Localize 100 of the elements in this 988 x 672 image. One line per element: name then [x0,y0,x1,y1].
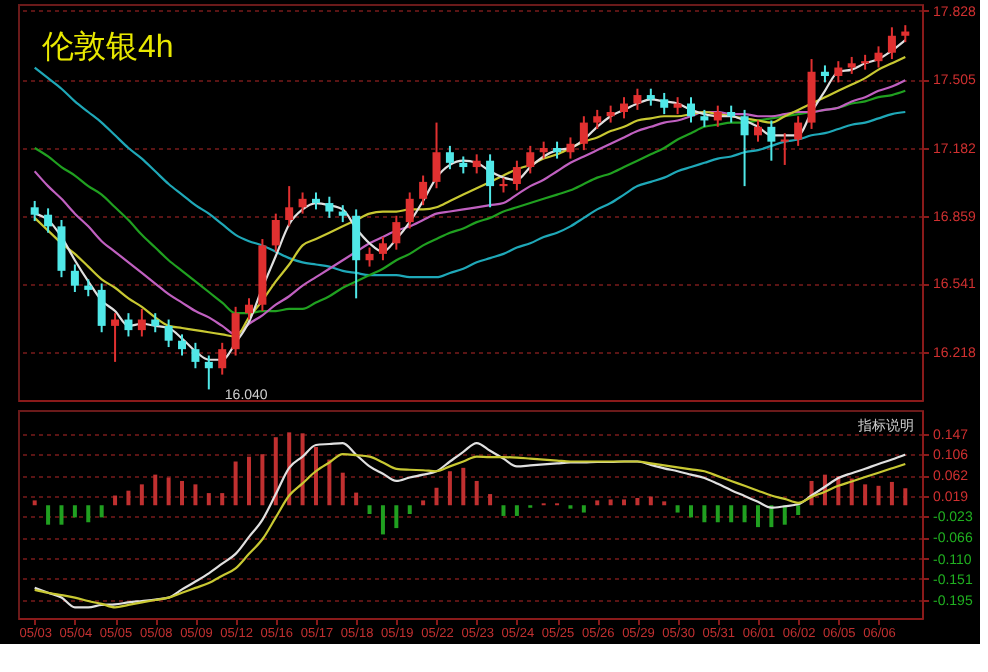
candlestick [124,312,133,338]
bar [608,499,613,506]
candlestick [30,199,39,223]
bar [233,461,238,506]
candlestick [218,341,227,376]
bar [166,477,171,506]
bar [380,505,385,535]
bar [742,505,747,523]
candlestick [378,235,387,262]
candlestick [874,45,883,69]
candlestick [794,115,803,147]
bar [488,494,493,506]
bar [139,484,144,506]
candlestick [740,108,749,188]
bar [755,505,760,528]
bar [32,500,37,506]
candlestick [151,312,160,334]
bar [702,505,707,523]
bar [474,480,479,506]
bar [501,505,506,516]
bar [876,485,881,506]
bar [206,493,211,506]
bar [889,481,894,506]
bar [863,484,868,506]
bar [903,488,908,506]
candlestick [780,132,789,166]
candlestick [231,305,240,357]
bar [407,505,412,514]
candlestick [633,87,642,111]
bar [648,496,653,506]
candlestick [191,341,200,370]
bar [86,505,91,523]
bar [260,454,265,506]
bar [220,493,225,506]
candlestick [365,246,374,268]
candlestick [178,333,187,357]
bar [689,505,693,518]
candlestick [57,219,66,279]
candlestick [405,191,414,230]
candlestick [352,208,361,300]
bar [367,505,372,514]
bar [313,446,318,506]
bar [447,471,452,506]
bar [635,497,640,506]
text: 伦敦银4h [42,28,174,65]
candlestick [245,297,253,321]
bar [300,433,305,506]
candlestick [512,159,521,192]
candlestick [298,191,307,215]
candlestick [834,60,843,84]
bar [796,505,801,515]
candlestick [579,115,588,152]
candlestick [164,318,173,349]
bar [99,505,104,518]
bar [461,467,466,506]
bar [113,495,118,506]
candlestick [593,108,602,130]
candlestick [111,312,120,363]
bar [247,456,251,506]
candlestick [526,144,535,175]
bar [287,432,292,506]
bar [273,437,278,506]
candlestick [44,207,53,234]
bar [59,505,64,525]
candlestick [419,174,428,207]
bar [72,505,77,518]
candlestick [204,354,213,391]
candlestick [97,282,106,334]
bar [595,500,600,506]
bar [421,500,426,506]
bar [622,499,627,506]
candlestick [660,91,669,116]
candlestick [620,96,629,120]
bar [354,492,359,506]
bar [514,505,519,516]
candlestick [271,212,280,253]
candlestick [566,136,575,160]
bar [715,505,720,523]
candlestick [472,153,481,175]
candlestick [325,195,334,219]
bar [675,505,680,513]
bar [434,487,439,506]
candlestick [753,119,762,143]
candlestick [486,153,495,209]
candlestick [713,104,722,128]
bar [340,472,345,506]
bar [180,480,185,506]
bar [153,474,158,506]
candlestick [137,307,146,338]
candlestick [432,121,441,190]
bar [193,484,198,506]
bar [327,459,332,506]
line-series [33,66,907,279]
candlestick [767,119,776,162]
candlestick [445,144,454,171]
bar [729,505,734,523]
candlestick [887,26,896,61]
candlestick [70,263,79,293]
bar [394,505,399,529]
candlestick [285,185,294,228]
